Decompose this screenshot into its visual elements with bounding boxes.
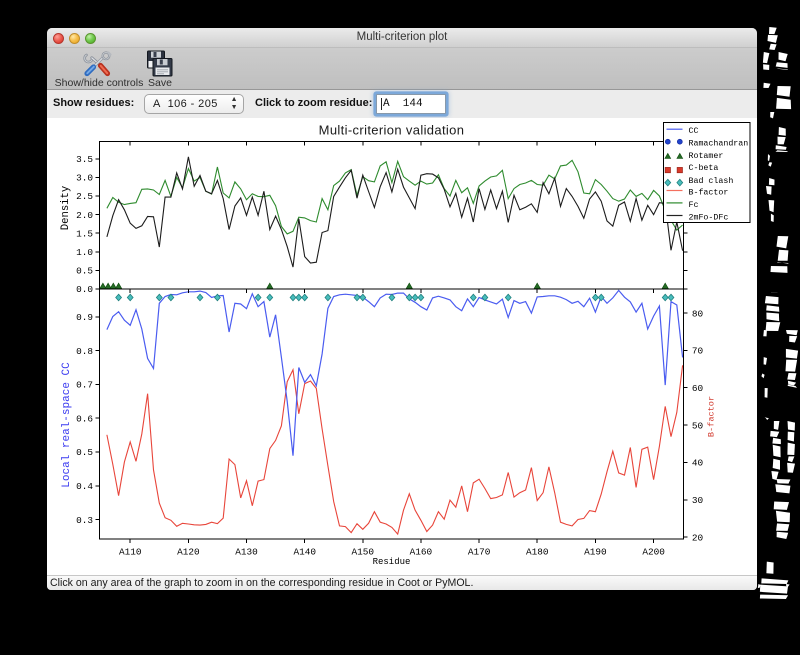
svg-text:0.5: 0.5	[76, 266, 93, 277]
svg-text:3.5: 3.5	[76, 154, 93, 165]
svg-text:2mFo-DFc: 2mFo-DFc	[689, 214, 729, 223]
svg-text:0.7: 0.7	[76, 380, 93, 391]
svg-text:70: 70	[692, 346, 704, 357]
svg-text:2.5: 2.5	[76, 191, 93, 202]
svg-text:Fc: Fc	[689, 201, 699, 210]
svg-text:60: 60	[692, 383, 704, 394]
svg-text:A130: A130	[235, 547, 258, 558]
svg-text:A140: A140	[293, 547, 316, 558]
svg-text:0.6: 0.6	[76, 413, 93, 424]
svg-text:A160: A160	[410, 547, 433, 558]
svg-text:Bad clash: Bad clash	[689, 176, 734, 186]
svg-text:Local real-space CC: Local real-space CC	[61, 362, 73, 488]
svg-text:A150: A150	[352, 547, 375, 558]
svg-text:Ramachandran: Ramachandran	[689, 139, 749, 149]
svg-text:0.5: 0.5	[76, 447, 93, 458]
svg-text:0.9: 0.9	[76, 312, 93, 323]
svg-text:Residue: Residue	[373, 557, 411, 567]
svg-text:A180: A180	[526, 547, 549, 558]
svg-text:0.3: 0.3	[76, 515, 93, 526]
svg-text:1.0: 1.0	[76, 247, 93, 258]
svg-text:B-factor: B-factor	[689, 188, 729, 198]
svg-text:A200: A200	[642, 547, 665, 558]
svg-text:A170: A170	[468, 547, 491, 558]
svg-text:Multi-criterion validation: Multi-criterion validation	[319, 123, 465, 138]
svg-text:Density: Density	[60, 186, 72, 231]
svg-text:80: 80	[692, 308, 704, 319]
svg-text:20: 20	[692, 532, 704, 543]
svg-text:A190: A190	[584, 547, 607, 558]
svg-text:Rotamer: Rotamer	[689, 152, 724, 161]
svg-text:0.4: 0.4	[76, 481, 93, 492]
svg-text:B-factor: B-factor	[707, 396, 717, 437]
svg-text:CC: CC	[689, 127, 699, 136]
svg-text:C-beta: C-beta	[689, 163, 719, 173]
svg-text:30: 30	[692, 495, 704, 506]
svg-text:50: 50	[692, 420, 704, 431]
svg-text:2.0: 2.0	[76, 210, 93, 221]
svg-text:0.0: 0.0	[76, 284, 93, 295]
svg-text:A120: A120	[177, 547, 200, 558]
svg-text:3.0: 3.0	[76, 173, 93, 184]
svg-text:40: 40	[692, 458, 704, 469]
svg-text:A110: A110	[119, 547, 142, 558]
svg-text:1.5: 1.5	[76, 228, 93, 239]
svg-text:0.8: 0.8	[76, 346, 93, 357]
